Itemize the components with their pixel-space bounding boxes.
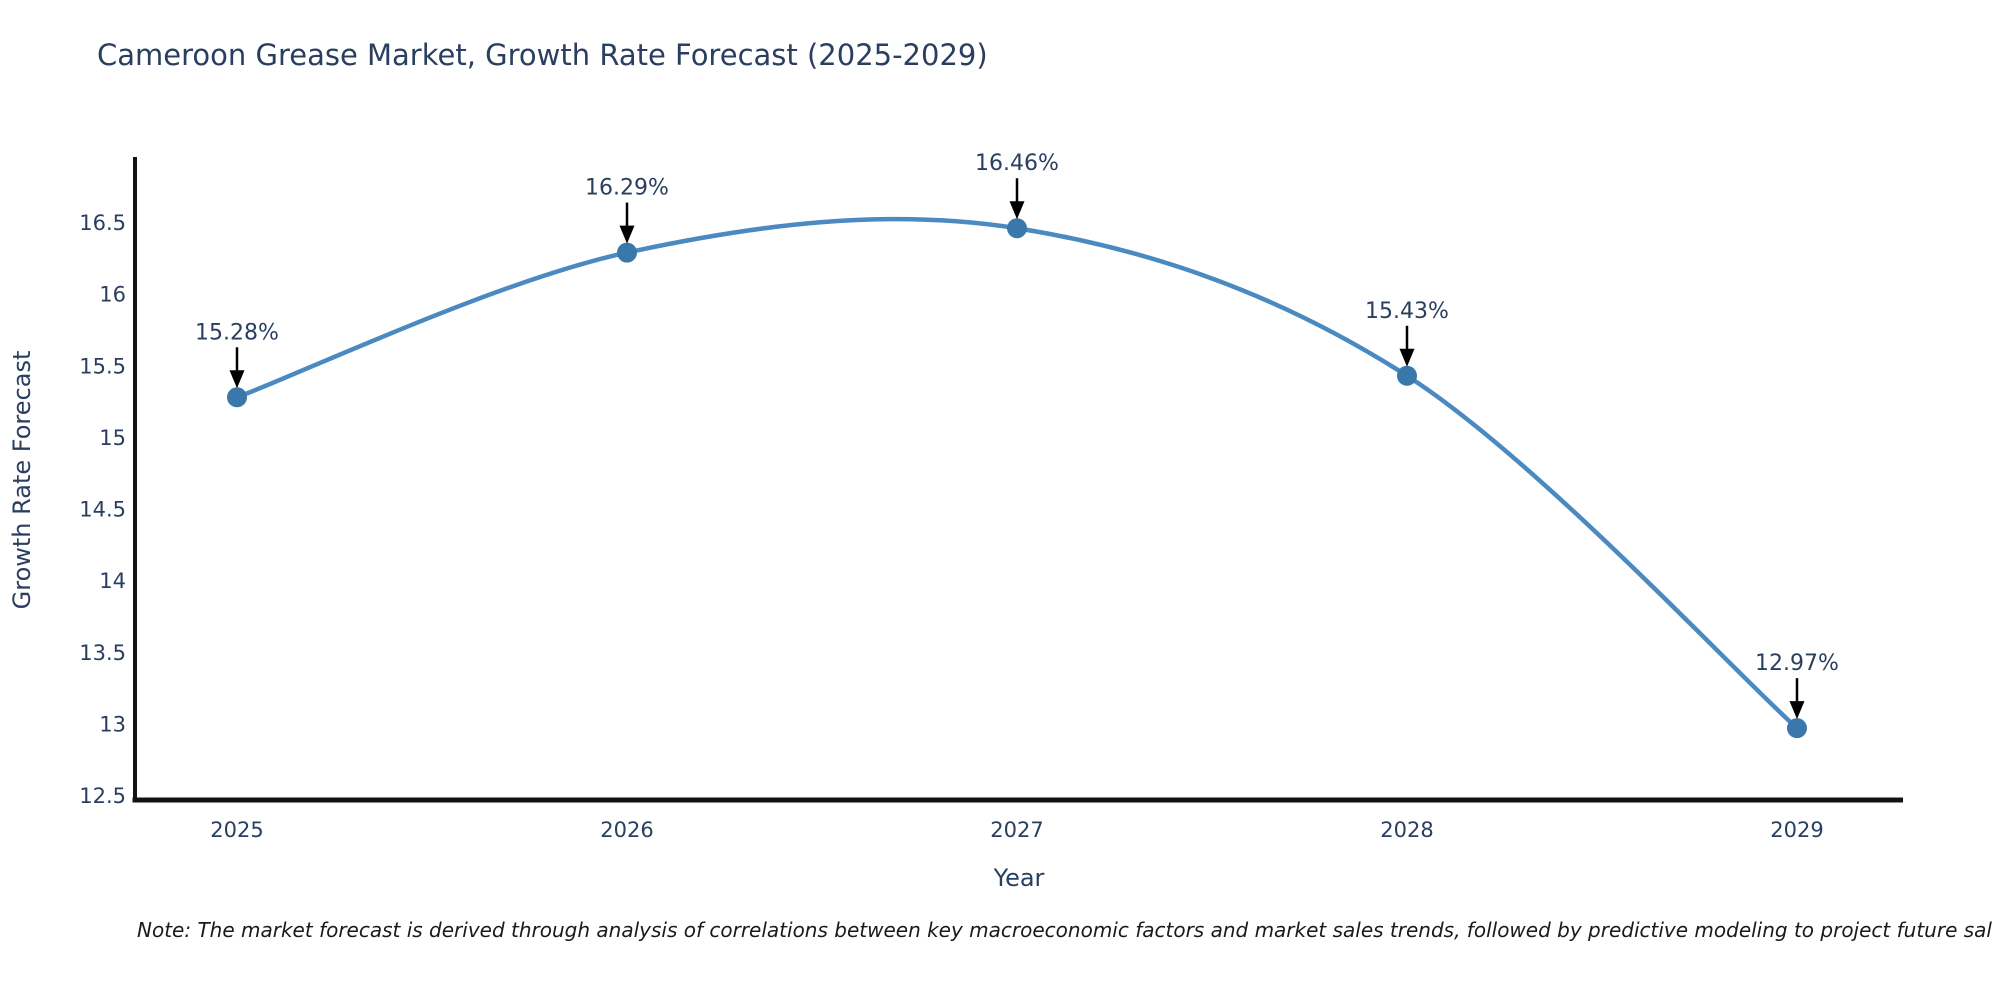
y-tick-label: 14.5 [79,498,126,522]
data-point-label: 15.43% [1365,299,1449,324]
annotation-arrowhead [1789,701,1805,720]
annotation-arrowhead [1009,201,1025,220]
data-point-label: 12.97% [1755,651,1839,676]
y-tick-label: 15.5 [79,354,126,378]
chart-footnote: Note: The market forecast is derived thr… [137,918,1992,942]
y-tick-label: 16.5 [79,211,126,235]
data-point-marker [1397,365,1417,386]
y-tick-label: 13.5 [79,641,126,665]
data-point-marker [1787,718,1807,739]
data-point-label: 16.29% [585,176,669,201]
data-point-marker [617,242,637,263]
x-tick-label: 2027 [990,818,1043,842]
x-tick-label: 2029 [1770,818,1823,842]
data-point-label: 15.28% [195,320,279,345]
x-tick-label: 2026 [600,818,653,842]
y-tick-label: 16 [99,283,126,307]
y-tick-label: 12.5 [79,784,126,808]
y-tick-label: 13 [99,712,126,736]
data-point-marker [227,387,247,408]
annotation-arrowhead [619,225,635,244]
annotation-arrowhead [229,370,245,389]
x-tick-label: 2028 [1380,818,1433,842]
x-tick-label: 2025 [210,818,263,842]
chart-title: Cameroon Grease Market, Growth Rate Fore… [97,38,988,72]
y-tick-label: 14 [99,569,126,593]
y-axis-title: Growth Rate Forecast [8,351,36,610]
annotation-arrowhead [1399,348,1415,367]
forecast-trend-line [234,216,1800,731]
data-point-marker [1007,218,1027,239]
y-tick-label: 15 [99,426,126,450]
data-point-label: 16.46% [975,151,1059,176]
x-axis-title: Year [993,864,1045,892]
